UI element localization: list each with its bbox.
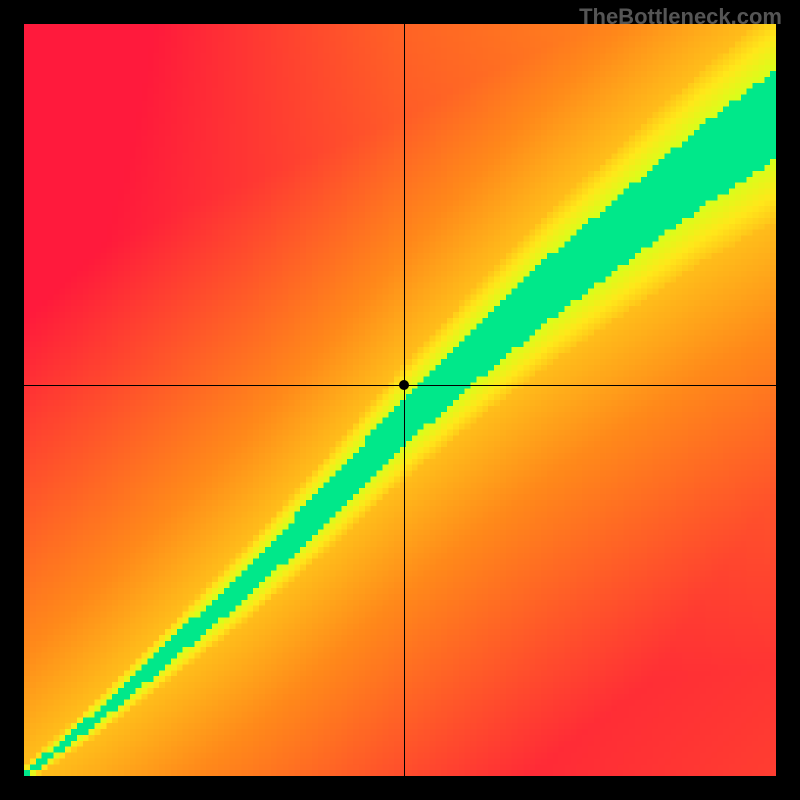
heatmap-surface [24,24,776,776]
crosshair-vertical [404,24,405,776]
selection-marker [399,380,409,390]
chart-frame: TheBottleneck.com [0,0,800,800]
watermark-label: TheBottleneck.com [579,4,782,30]
plot-area [24,24,776,776]
